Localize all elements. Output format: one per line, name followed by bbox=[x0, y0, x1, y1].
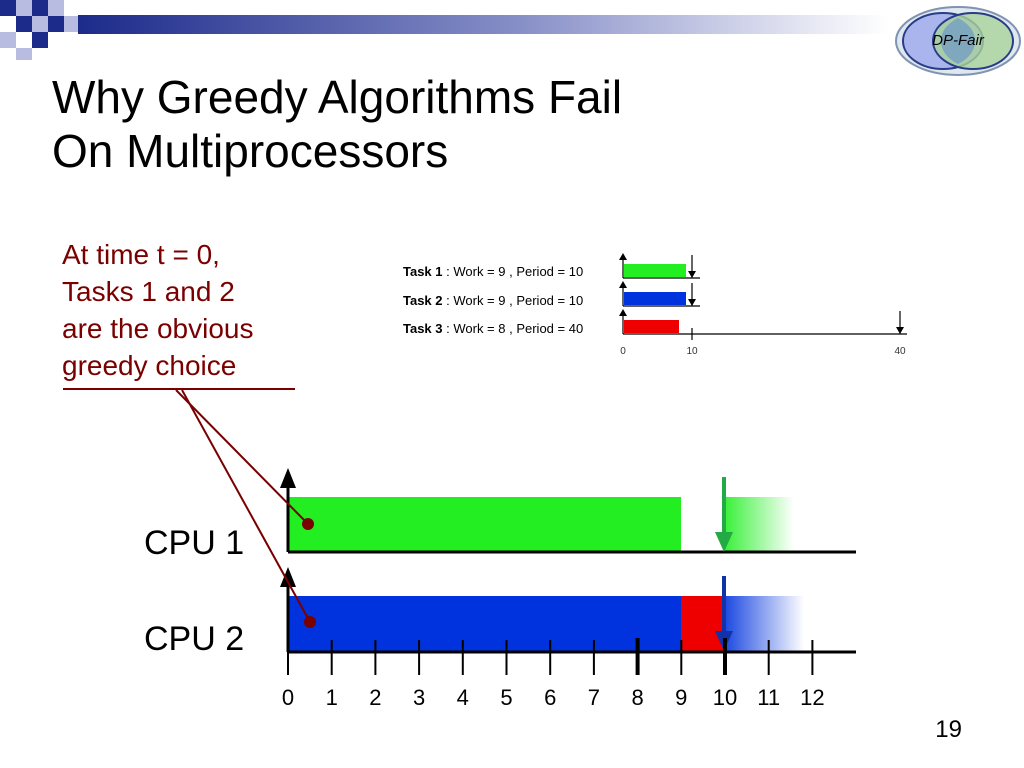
task-2-text: Task 2 : Work = 9 , Period = 10 bbox=[403, 293, 583, 308]
dp-fair-logo: DP-Fair bbox=[895, 6, 1021, 76]
cpu-2-task-2-bar bbox=[288, 596, 681, 652]
title-line-2: On Multiprocessors bbox=[52, 125, 449, 177]
callout-line: Tasks 1 and 2 bbox=[62, 276, 235, 307]
callout-line: are the obvious bbox=[62, 313, 254, 344]
time-tick-label: 6 bbox=[544, 685, 556, 710]
schedule-diagram: CPU 1 CPU 2 0 1 2 3 4 5 6 7 8 9 10 11 12 bbox=[144, 468, 856, 710]
logo-text: DP-Fair bbox=[932, 32, 985, 49]
time-tick-label: 2 bbox=[369, 685, 381, 710]
time-tick-label: 1 bbox=[326, 685, 338, 710]
time-tick-label: 11 bbox=[757, 685, 780, 710]
cpu-1-task-1-bar bbox=[288, 497, 681, 552]
cpu-1-deadline-arrow-icon bbox=[715, 532, 733, 552]
time-tick-label: 5 bbox=[500, 685, 512, 710]
task-3-bar bbox=[624, 320, 679, 333]
task-panel: Task 1 : Work = 9 , Period = 10 Task 2 :… bbox=[403, 253, 907, 357]
time-tick-label: 3 bbox=[413, 685, 425, 710]
task-axis-tick: 0 bbox=[620, 346, 626, 357]
slide-title: Why Greedy Algorithms Fail On Multiproce… bbox=[52, 70, 622, 178]
callout-line: At time t = 0, bbox=[62, 239, 220, 270]
cpu-2-future-fade bbox=[724, 596, 804, 652]
task-1-bar bbox=[624, 264, 686, 277]
corner-decoration bbox=[0, 0, 888, 60]
callout-underline bbox=[63, 388, 295, 390]
time-tick-label: 12 bbox=[800, 685, 824, 710]
time-tick-label: 10 bbox=[713, 685, 737, 710]
time-tick-label: 7 bbox=[588, 685, 600, 710]
task-1-text: Task 1 : Work = 9 , Period = 10 bbox=[403, 264, 583, 279]
task-3-text: Task 3 : Work = 8 , Period = 40 bbox=[403, 321, 583, 336]
time-tick-label: 9 bbox=[675, 685, 687, 710]
callout-line: greedy choice bbox=[62, 350, 237, 381]
cpu-1-future-fade bbox=[724, 497, 794, 552]
time-tick-label: 8 bbox=[631, 685, 643, 710]
task-axis-tick: 40 bbox=[894, 346, 906, 357]
page-number: 19 bbox=[935, 716, 962, 743]
cpu-2-task-3-bar bbox=[681, 596, 724, 652]
time-tick-label: 0 bbox=[282, 685, 294, 710]
task-axis-tick: 10 bbox=[686, 346, 698, 357]
cpu-1-label: CPU 1 bbox=[144, 524, 244, 562]
callout-text: At time t = 0, Tasks 1 and 2 are the obv… bbox=[62, 236, 302, 384]
cpu-2-release-arrow-icon bbox=[280, 567, 296, 587]
time-tick-label: 4 bbox=[457, 685, 469, 710]
task-2-bar bbox=[624, 292, 686, 305]
cpu-1-release-arrow-icon bbox=[280, 468, 296, 488]
cpu-2-label: CPU 2 bbox=[144, 620, 244, 658]
title-line-1: Why Greedy Algorithms Fail bbox=[52, 71, 623, 123]
